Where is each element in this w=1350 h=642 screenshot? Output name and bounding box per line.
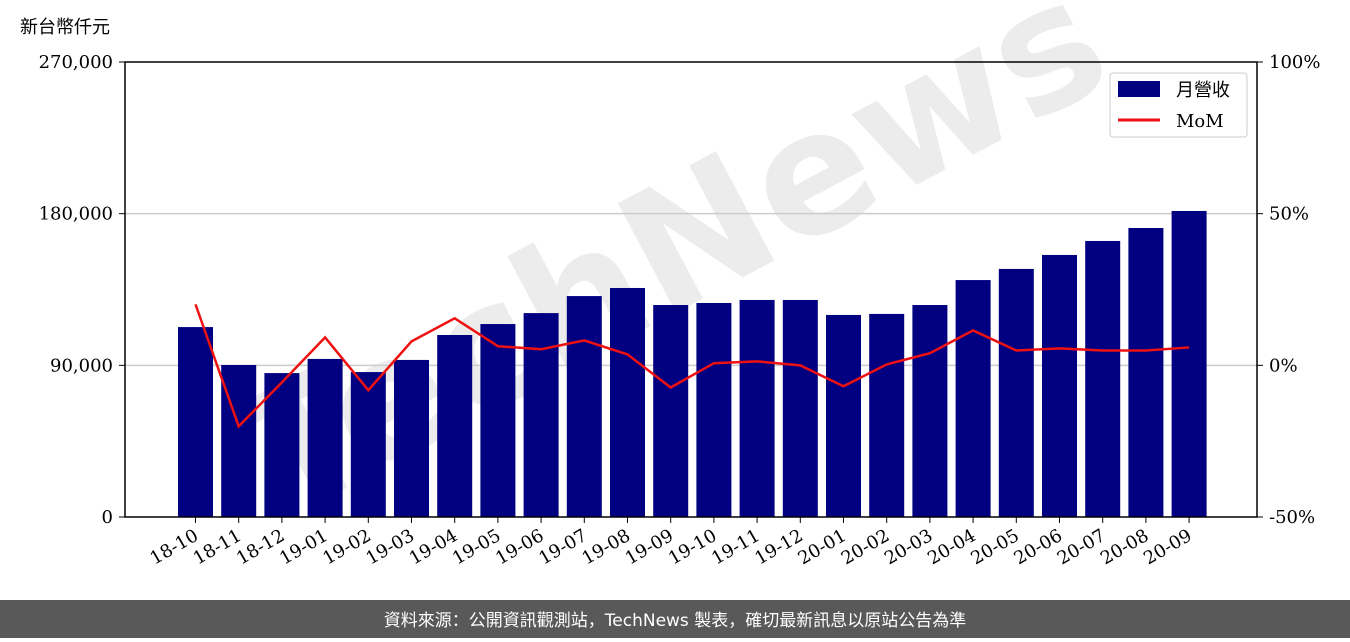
x-tick-label: 20-04 (924, 525, 979, 569)
x-tick-label: 19-09 (622, 525, 677, 569)
bar (307, 358, 343, 517)
legend-swatch (1118, 81, 1160, 97)
bar (869, 313, 905, 517)
bar (739, 299, 775, 517)
x-tick-label: 20-03 (881, 525, 936, 569)
x-tick-label: 20-06 (1011, 525, 1066, 569)
y-tick-label: 90,000 (50, 355, 113, 376)
x-tick-label: 19-11 (708, 525, 763, 569)
plot-frame (124, 61, 1258, 518)
y2-tick-label: -50% (1269, 507, 1315, 528)
x-tick-label: 20-09 (1140, 525, 1195, 569)
x-tick-label: 20-08 (1097, 525, 1152, 569)
bar (826, 314, 861, 517)
bar (998, 268, 1034, 517)
x-tick-label: 20-07 (1054, 525, 1109, 569)
bar (610, 287, 645, 517)
legend-label: 月營收 (1176, 80, 1230, 101)
bar (653, 305, 689, 517)
y-tick-label: 270,000 (39, 52, 113, 73)
x-tick-label: 20-05 (967, 525, 1022, 569)
bar (178, 327, 213, 517)
x-tick-label: 19-07 (535, 525, 590, 569)
x-tick-label: 19-08 (579, 525, 634, 569)
legend-label: MoM (1176, 111, 1224, 132)
bar (566, 296, 602, 517)
x-tick-label: 19-05 (449, 525, 504, 569)
bar (1128, 227, 1164, 518)
bar (523, 313, 559, 517)
bar (1042, 254, 1077, 517)
x-tick-label: 18-12 (233, 525, 288, 569)
bar (480, 324, 516, 517)
bar (264, 373, 300, 517)
x-tick-label: 20-01 (795, 525, 850, 569)
y2-tick-label: 0% (1269, 355, 1298, 376)
line (194, 303, 1190, 429)
x-tick-label: 19-04 (406, 525, 461, 569)
y-tick-label: 0 (102, 507, 113, 528)
bar (350, 372, 386, 517)
bar (955, 280, 991, 517)
x-tick-label: 18-11 (190, 525, 245, 569)
bar (1171, 210, 1207, 517)
bar (1085, 240, 1121, 517)
x-tick-label: 19-10 (665, 525, 720, 569)
y2-tick-label: 50% (1269, 204, 1309, 225)
bar (782, 299, 818, 517)
x-tick-label: 20-02 (838, 525, 893, 569)
x-tick-label: 19-03 (363, 525, 418, 569)
footer-bar (0, 600, 1350, 638)
y-tick-label: 180,000 (39, 204, 113, 225)
bar (912, 305, 948, 517)
x-tick-label: 19-12 (751, 525, 806, 569)
bar (696, 302, 732, 517)
bar (394, 359, 429, 517)
footer: 資料來源：公開資訊觀測站，TechNews 製表，確切最新訊息以原站公告為準 (384, 611, 966, 631)
bar (437, 335, 473, 517)
x-tick-label: 19-06 (492, 525, 547, 569)
bar (221, 364, 257, 517)
x-tick-label: 18-10 (147, 525, 202, 569)
y2-tick-label: 100% (1269, 52, 1320, 73)
y-axis-label: 新台幣仟元 (20, 17, 110, 38)
